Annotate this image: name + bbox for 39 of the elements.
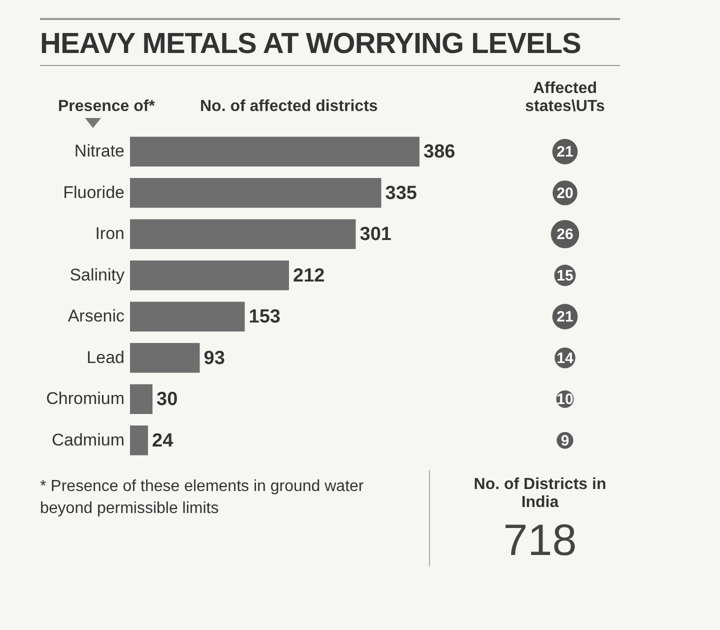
data-label: 20	[556, 184, 574, 202]
data-label: 9	[560, 432, 570, 450]
data-label: 26	[556, 226, 574, 244]
data-label: 335	[385, 182, 418, 204]
data-label: 24	[152, 430, 174, 452]
y-tick-label: Arsenic	[68, 306, 125, 326]
bar	[130, 260, 289, 290]
y-axis-title: Presence of*	[58, 98, 155, 116]
y-tick-label: Chromium	[46, 389, 124, 408]
text: No. of Districts in India	[472, 475, 608, 512]
bar	[130, 384, 152, 414]
data-label: 301	[360, 224, 392, 246]
data-label: 15	[556, 267, 574, 284]
data-label: 212	[293, 265, 325, 286]
data-label: 30	[156, 389, 178, 410]
bar	[130, 136, 420, 166]
data-label: 14	[556, 350, 574, 367]
bar	[130, 219, 356, 249]
bar	[130, 178, 382, 208]
data-label: 386	[424, 142, 456, 163]
data-label: 718	[502, 516, 578, 566]
bar	[130, 302, 245, 332]
y-tick-label: Lead	[86, 348, 124, 367]
y-tick-label: Nitrate	[74, 142, 124, 161]
x-axis-title: No. of affected districts	[200, 98, 378, 116]
data-label: 21	[556, 144, 574, 161]
data-label: 93	[204, 348, 225, 369]
chart-title: HEAVY METALS AT WORRYING LEVELS	[40, 18, 620, 66]
bar	[130, 426, 148, 456]
text: * Presence of these elements in ground water beyond permissible limits	[40, 477, 365, 519]
data-label: 153	[248, 306, 280, 328]
y-tick-label: Salinity	[70, 265, 125, 284]
y-tick-label: Fluoride	[63, 182, 124, 202]
data-label: 10	[556, 391, 574, 408]
bar	[130, 343, 200, 373]
y-tick-label: Iron	[95, 224, 124, 244]
y-tick-label: Cadmium	[52, 430, 124, 450]
text: Affected states\UTs	[524, 79, 606, 117]
data-label: 21	[556, 308, 574, 326]
